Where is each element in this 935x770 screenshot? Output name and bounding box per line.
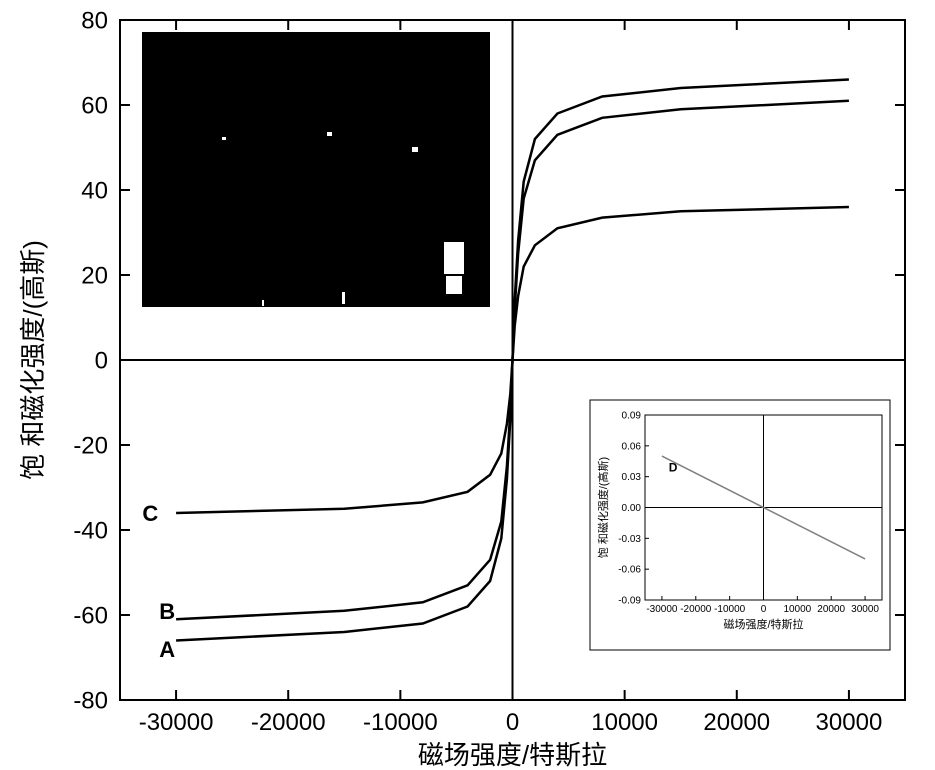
x-tick-label: 20000 bbox=[703, 709, 770, 736]
inset-x-tick-label: 10000 bbox=[783, 604, 811, 615]
page-root: -30000-20000-100000100002000030000-80-60… bbox=[0, 0, 935, 770]
x-tick-label: -10000 bbox=[363, 709, 438, 736]
x-tick-label: 10000 bbox=[591, 709, 658, 736]
series-label-B: B bbox=[159, 599, 175, 624]
inset-x-tick-label: 30000 bbox=[851, 604, 879, 615]
y-axis-title: 饱 和磁化强度/(高斯) bbox=[18, 240, 48, 480]
x-tick-label: 30000 bbox=[816, 709, 883, 736]
inset-photo-speck bbox=[342, 292, 345, 304]
y-tick-label: 20 bbox=[81, 262, 108, 289]
inset-y-tick-label: -0.03 bbox=[618, 534, 641, 545]
inset-photo-speck bbox=[327, 132, 332, 136]
inset-y-axis-title: 饱 和磁化强度/(高斯) bbox=[596, 457, 610, 558]
inset-y-tick-label: 0.09 bbox=[622, 411, 642, 422]
inset-photo-speck bbox=[446, 276, 462, 294]
y-tick-label: 40 bbox=[81, 177, 108, 204]
x-tick-label: 0 bbox=[506, 709, 519, 736]
y-tick-label: 60 bbox=[81, 92, 108, 119]
inset-series-label-D: D bbox=[669, 461, 678, 475]
inset-y-tick-label: 0.03 bbox=[622, 472, 642, 483]
inset-photo-speck bbox=[444, 242, 464, 274]
inset-y-tick-label: -0.06 bbox=[618, 565, 641, 576]
y-tick-label: 80 bbox=[81, 7, 108, 34]
inset-y-tick-label: 0.06 bbox=[622, 441, 642, 452]
chart-svg: -30000-20000-100000100002000030000-80-60… bbox=[0, 0, 935, 770]
inset-x-tick-label: -10000 bbox=[714, 604, 746, 615]
inset-y-tick-label: 0.00 bbox=[622, 503, 642, 514]
y-tick-label: 0 bbox=[95, 347, 108, 374]
y-tick-label: -80 bbox=[73, 687, 108, 714]
y-tick-label: -60 bbox=[73, 602, 108, 629]
inset-photo-speck bbox=[412, 147, 418, 152]
inset-x-axis-title: 磁场强度/特斯拉 bbox=[723, 617, 803, 631]
inset-photo bbox=[142, 32, 490, 307]
x-tick-label: -20000 bbox=[251, 709, 326, 736]
x-tick-label: -30000 bbox=[139, 709, 214, 736]
series-label-C: C bbox=[142, 501, 158, 526]
inset-chart: -30000-20000-10000 0 10000 20000 30000 -0.09 -… bbox=[590, 400, 890, 650]
inset-y-tick-label: -0.09 bbox=[618, 596, 641, 607]
inset-photo-speck bbox=[222, 137, 226, 140]
inset-x-tick-label: -20000 bbox=[680, 604, 712, 615]
x-axis-title: 磁场强度/特斯拉 bbox=[418, 740, 607, 770]
inset-x-tick-label: 20000 bbox=[817, 604, 845, 615]
y-tick-label: -20 bbox=[73, 432, 108, 459]
series-label-A: A bbox=[159, 637, 175, 662]
inset-photo-speck bbox=[262, 300, 264, 306]
inset-x-tick-label: -30000 bbox=[646, 604, 678, 615]
inset-x-tick-label: 0 bbox=[761, 604, 767, 615]
y-tick-label: -40 bbox=[73, 517, 108, 544]
